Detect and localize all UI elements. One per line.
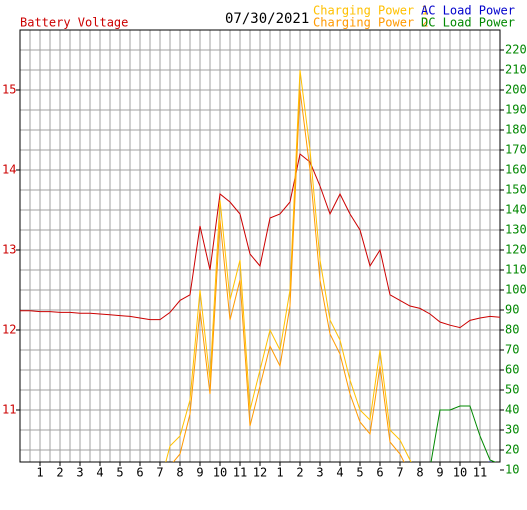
x-tick-label: 10 (453, 466, 467, 480)
x-tick-label: 4 (96, 466, 103, 480)
x-tick-label: 6 (376, 466, 383, 480)
x-tick-label: 5 (116, 466, 123, 480)
x-tick-label: 5 (356, 466, 363, 480)
y-tick-label: 15 (2, 83, 16, 97)
y2-tick-label: 220 (505, 43, 527, 57)
y-tick-label: 12 (2, 323, 16, 337)
y2-tick-label: 80 (505, 323, 519, 337)
plot-lines (20, 69, 500, 462)
legend-label: Charging Power 2 (313, 16, 429, 30)
x-tick-label: 3 (76, 466, 83, 480)
y2-tick-label: 30 (505, 423, 519, 437)
x-tick-label: 8 (416, 466, 423, 480)
x-tick-label: 7 (156, 466, 163, 480)
y2-tick-label: 200 (505, 83, 527, 97)
x-tick-label: 9 (196, 466, 203, 480)
legend-label: DC Load Power (421, 16, 515, 30)
y2-tick-label: 170 (505, 143, 527, 157)
x-tick-label: 8 (176, 466, 183, 480)
y-tick-label: 13 (2, 243, 16, 257)
x-tick-label: 2 (296, 466, 303, 480)
y2-tick-label: 10 (505, 463, 519, 477)
y2-tick-label: 90 (505, 303, 519, 317)
x-tick-label: 1 (276, 466, 283, 480)
x-tick-label: 7 (396, 466, 403, 480)
x-tick-label: 11 (473, 466, 487, 480)
x-tick-label: 11 (233, 466, 247, 480)
series-line (172, 89, 405, 462)
y-tick-label: 14 (2, 163, 16, 177)
plot-frame (19, 29, 501, 463)
y2-tick-label: 140 (505, 203, 527, 217)
y2-tick-label: 100 (505, 283, 527, 297)
y2-tick-label: 160 (505, 163, 527, 177)
y2-tick-label: 110 (505, 263, 527, 277)
y2-tick-label: 210 (505, 63, 527, 77)
x-tick-label: 4 (336, 466, 343, 480)
x-tick-label: 3 (316, 466, 323, 480)
y-tick-label: 11 (2, 403, 16, 417)
y2-tick-label: 130 (505, 223, 527, 237)
y2-tick-label: 50 (505, 383, 519, 397)
y2-tick-label: 20 (505, 443, 519, 457)
y2-tick-label: 190 (505, 103, 527, 117)
x-tick-label: 2 (56, 466, 63, 480)
y2-tick-label: 70 (505, 343, 519, 357)
x-tick-label: 1 (36, 466, 43, 480)
legend-label: AC Load Power (421, 4, 515, 18)
series-line (20, 153, 500, 329)
y2-tick-label: 40 (505, 403, 519, 417)
legend-label: Charging Power 1 (313, 4, 429, 18)
x-tick-label: 9 (436, 466, 443, 480)
y2-tick-label: 180 (505, 123, 527, 137)
x-tick-label: 6 (136, 466, 143, 480)
x-tick-label: 10 (213, 466, 227, 480)
y2-tick-label: 60 (505, 363, 519, 377)
series-line (165, 69, 412, 462)
y2-tick-label: 150 (505, 183, 527, 197)
y2-tick-label: 120 (505, 243, 527, 257)
date-label: 07/30/2021 (225, 11, 309, 27)
legend-label: Battery Voltage (20, 16, 128, 30)
x-tick-label: 12 (253, 466, 267, 480)
